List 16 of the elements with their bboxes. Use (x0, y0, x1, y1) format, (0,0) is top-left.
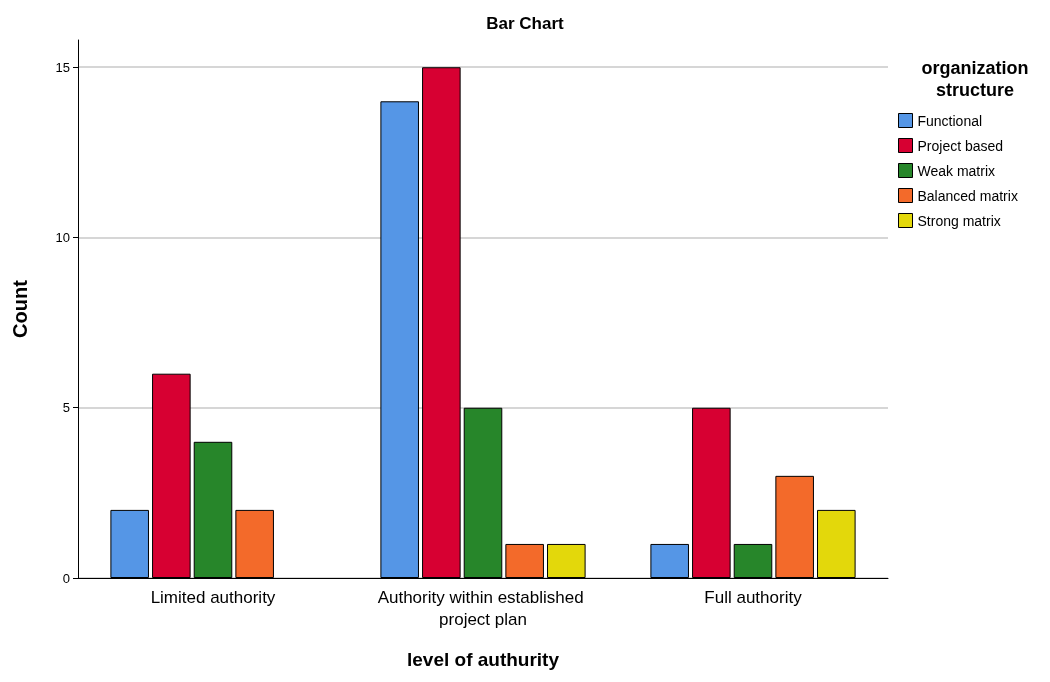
legend-label: Balanced matrix (917, 187, 1018, 204)
x-tick-label: Authority within established project plan (377, 587, 589, 629)
x-tick-label: Limited authority (150, 587, 276, 607)
legend-label: Weak matrix (917, 162, 996, 179)
chart-title: Bar Chart (486, 14, 565, 33)
y-axis-title: Count (9, 279, 31, 338)
x-axis-title: level of authurity (406, 649, 560, 670)
legend-title: organization structure (921, 58, 1029, 100)
x-tick-label: Full authority (704, 587, 803, 607)
legend-label: Strong matrix (917, 212, 1001, 229)
legend-label: Project based (917, 137, 1004, 154)
legend-label: Functional (917, 112, 983, 129)
y-tick-label: 15 (55, 59, 70, 75)
y-tick-label: 10 (55, 229, 70, 245)
y-tick-label: 5 (62, 400, 70, 416)
y-tick-label: 0 (62, 570, 70, 586)
